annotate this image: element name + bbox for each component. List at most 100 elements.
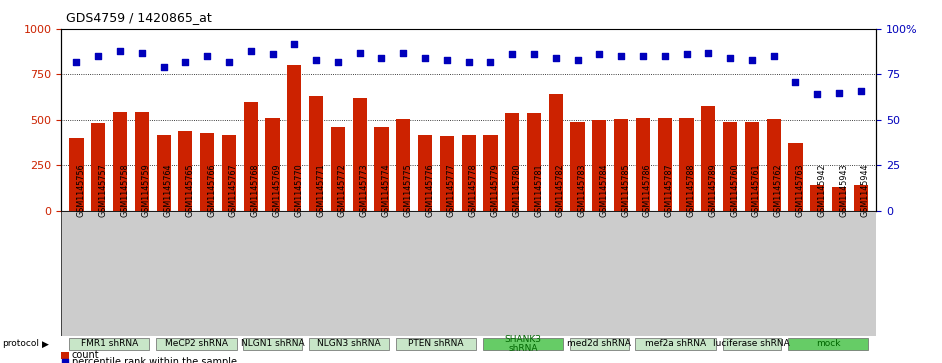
Point (658, 53, 673, 59)
Point (483, 59, 498, 65)
Bar (701, 106, 715, 211)
Bar (548, 94, 563, 211)
Text: GSM1145943: GSM1145943 (839, 163, 848, 217)
Point (90, 53, 106, 59)
FancyBboxPatch shape (243, 338, 301, 350)
Bar (853, 185, 868, 211)
Text: GSM1145778: GSM1145778 (468, 163, 478, 217)
FancyBboxPatch shape (309, 338, 389, 350)
Point (243, 48, 258, 54)
Text: GSM1145759: GSM1145759 (142, 163, 151, 217)
Bar (810, 185, 824, 211)
Bar (222, 135, 236, 211)
Bar (505, 113, 519, 211)
Point (853, 88, 869, 94)
Bar (61, 351, 70, 359)
Point (592, 52, 607, 57)
Bar (91, 122, 106, 211)
Bar (352, 98, 366, 211)
Text: GSM1145762: GSM1145762 (773, 163, 783, 217)
Text: percentile rank within the sample: percentile rank within the sample (72, 357, 236, 363)
Text: GSM1145770: GSM1145770 (294, 163, 303, 217)
Point (744, 57, 759, 63)
Text: GSM1145774: GSM1145774 (382, 163, 391, 217)
Text: GSM1145944: GSM1145944 (861, 163, 869, 217)
Text: GSM1145761: GSM1145761 (752, 163, 761, 217)
Text: GSM1145773: GSM1145773 (360, 163, 368, 217)
Point (156, 64, 171, 70)
Bar (309, 96, 323, 211)
Bar (156, 135, 171, 211)
Bar (767, 119, 781, 211)
Point (112, 48, 127, 54)
Text: GSM1145768: GSM1145768 (251, 163, 260, 217)
Bar (636, 118, 650, 211)
Point (417, 55, 432, 61)
Bar (266, 118, 280, 211)
Bar (135, 112, 149, 211)
Text: GSM1145776: GSM1145776 (425, 163, 434, 217)
Text: GSM1145779: GSM1145779 (491, 163, 499, 217)
Point (331, 59, 346, 65)
Text: GSM1145777: GSM1145777 (447, 163, 456, 217)
Point (396, 50, 411, 56)
Text: GSM1145786: GSM1145786 (643, 163, 652, 217)
Text: count: count (72, 350, 100, 360)
Point (254, 348, 269, 354)
FancyBboxPatch shape (483, 338, 563, 350)
Bar (614, 119, 628, 211)
Point (788, 79, 803, 85)
FancyBboxPatch shape (396, 338, 476, 350)
Bar (658, 118, 672, 211)
Bar (178, 131, 192, 211)
Text: GSM1145756: GSM1145756 (76, 163, 86, 217)
Text: GSM1145784: GSM1145784 (599, 163, 609, 217)
Text: NLGN3 shRNA: NLGN3 shRNA (317, 339, 381, 348)
Point (352, 50, 367, 56)
Text: GSM1145758: GSM1145758 (120, 163, 129, 217)
Point (439, 57, 454, 63)
Text: GSM1145787: GSM1145787 (665, 163, 674, 217)
FancyBboxPatch shape (788, 338, 869, 350)
Text: GSM1145763: GSM1145763 (795, 163, 804, 217)
Point (613, 53, 628, 59)
Text: MeCP2 shRNA: MeCP2 shRNA (165, 339, 228, 348)
Bar (70, 138, 84, 211)
Point (505, 52, 520, 57)
Text: GSM1145942: GSM1145942 (818, 163, 826, 217)
Text: GSM1145788: GSM1145788 (687, 163, 695, 217)
Point (679, 52, 694, 57)
Point (527, 52, 542, 57)
Point (832, 90, 847, 95)
Point (723, 55, 738, 61)
Text: GSM1145775: GSM1145775 (403, 163, 413, 217)
Point (461, 59, 476, 65)
Bar (61, 211, 876, 336)
Bar (679, 118, 693, 211)
Text: luciferase shRNA: luciferase shRNA (713, 339, 790, 348)
Bar (571, 122, 585, 211)
Text: GSM1145772: GSM1145772 (338, 163, 347, 217)
Text: GSM1145789: GSM1145789 (708, 163, 717, 217)
Bar (113, 112, 127, 211)
Bar (788, 143, 803, 211)
Bar (374, 127, 389, 211)
Bar (723, 122, 738, 211)
Point (286, 41, 301, 46)
Text: GSM1145785: GSM1145785 (621, 163, 630, 217)
Text: GSM1145760: GSM1145760 (730, 163, 739, 217)
Text: mef2a shRNA: mef2a shRNA (645, 339, 706, 348)
Bar (745, 122, 759, 211)
Text: GSM1145766: GSM1145766 (207, 163, 217, 217)
Bar (462, 135, 476, 211)
Text: GSM1145771: GSM1145771 (317, 163, 325, 217)
Text: SHANK3
shRNA: SHANK3 shRNA (505, 335, 542, 353)
Bar (440, 136, 454, 211)
Point (265, 52, 280, 57)
Bar (200, 133, 214, 211)
Point (374, 55, 389, 61)
Bar (418, 135, 432, 211)
FancyBboxPatch shape (69, 338, 150, 350)
Bar (397, 119, 411, 211)
Text: NLGN1 shRNA: NLGN1 shRNA (241, 339, 304, 348)
